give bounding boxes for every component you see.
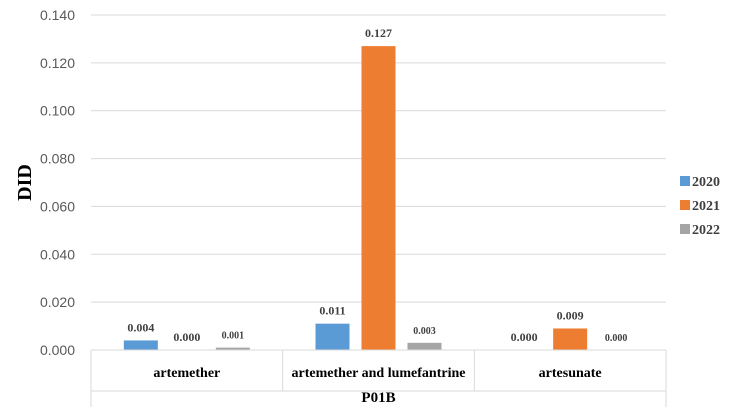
x-tick-label: artemether (153, 366, 220, 381)
y-tick-label: 0.000 (40, 342, 75, 358)
bar-2020-1 (315, 323, 350, 350)
y-tick-label: 0.120 (40, 55, 75, 71)
legend-label: 2020 (692, 175, 720, 190)
bar-2021-1 (361, 46, 396, 350)
y-tick-label: 0.020 (40, 294, 75, 310)
x-axis: artemether artemether and lumefantrine art… (90, 349, 667, 407)
legend-swatch-2022 (680, 224, 690, 234)
y-axis-ticks: 0.000 0.020 0.040 0.060 0.080 0.100 0.120 0.140 (40, 7, 75, 358)
legend-label: 2022 (692, 223, 720, 238)
bar-2021-2 (553, 328, 588, 350)
data-label: 0.009 (557, 308, 584, 322)
x-axis-title: P01B (361, 390, 395, 406)
data-labels: 0.004 0.011 0.000 0.000 0.127 0.009 0.001 0.003… (127, 26, 627, 344)
y-tick-label: 0.060 (40, 198, 75, 214)
bar-2020-0 (123, 340, 158, 350)
legend-label: 2021 (692, 199, 720, 214)
y-tick-label: 0.040 (40, 246, 75, 262)
y-tick-label: 0.100 (40, 103, 75, 119)
y-tick-label: 0.140 (40, 7, 75, 23)
bars (123, 46, 588, 350)
legend: 2020 2021 2022 (680, 175, 720, 238)
data-label: 0.004 (127, 320, 154, 334)
legend-swatch-2021 (680, 200, 690, 210)
legend-swatch-2020 (680, 176, 690, 186)
data-label: 0.000 (605, 333, 628, 344)
x-tick-label: artesunate (539, 366, 602, 381)
data-label: 0.003 (413, 326, 436, 337)
y-tick-label: 0.080 (40, 151, 75, 167)
bar-2022-1 (407, 342, 442, 350)
bar-2022-0 (215, 347, 250, 350)
x-tick-label: artemether and lumefantrine (292, 366, 466, 381)
data-label: 0.001 (222, 331, 245, 342)
data-label: 0.011 (319, 304, 345, 318)
data-label: 0.000 (173, 330, 200, 344)
data-label: 0.127 (365, 26, 392, 40)
y-axis-title: DID (14, 164, 36, 201)
data-label: 0.000 (511, 330, 538, 344)
